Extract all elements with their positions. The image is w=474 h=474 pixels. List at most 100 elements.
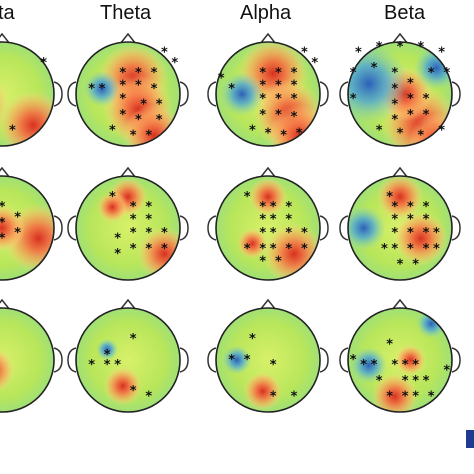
ear-outline [53, 81, 63, 107]
electrode-marker: * [417, 129, 424, 144]
head-map-r2-c1: ** * *** * [67, 298, 189, 413]
electrode-marker: * [249, 332, 256, 347]
electrode-marker: * [407, 108, 414, 123]
nose-outline [119, 166, 137, 179]
ear-outline [319, 347, 329, 373]
electrode-marker: * [285, 226, 292, 241]
electrode-marker: * [397, 127, 404, 142]
header-theta: Theta [100, 2, 152, 24]
warm-region [236, 228, 268, 260]
electrode-marker: * [130, 242, 137, 257]
nose-outline [391, 166, 409, 179]
electrode-marker: * [386, 389, 393, 404]
electrode-marker: * [423, 92, 430, 107]
electrode-marker: * [376, 374, 383, 389]
electrode-marker: * [275, 92, 282, 107]
electrode-marker: * [145, 389, 152, 404]
electrode-marker: * [391, 97, 398, 112]
cool-region [220, 72, 264, 116]
electrode-marker: * [130, 384, 137, 399]
electrode-marker: * [381, 242, 388, 257]
electrode-marker: * [249, 123, 256, 138]
electrode-marker: * [114, 247, 121, 262]
electrode-marker: * [14, 226, 21, 241]
electrode-marker: * [280, 129, 287, 144]
electrode-marker: * [130, 213, 137, 228]
electrode-marker: * [391, 82, 398, 97]
electrode-marker: * [0, 231, 6, 246]
head-outline [215, 175, 321, 281]
electrode-marker: * [145, 129, 152, 144]
electrode-marker: * [218, 71, 225, 86]
scalp-field [216, 308, 320, 412]
electrode-marker: * [135, 66, 142, 81]
head-outline [347, 175, 453, 281]
ear-outline [67, 347, 77, 373]
electrode-marker: * [130, 200, 137, 215]
ear-outline [207, 81, 217, 107]
nose-outline [0, 166, 11, 179]
electrode-marker: * [391, 213, 398, 228]
electrode-marker: * [104, 358, 111, 373]
head-map-r2-c3: ** * *** * ** * ** * * ** [339, 298, 461, 413]
electrode-marker: * [402, 358, 409, 373]
electrode-marker: * [371, 358, 378, 373]
cool-region [222, 345, 252, 375]
nose-outline [119, 32, 137, 45]
electrode-marker: * [244, 353, 251, 368]
warm-region [122, 104, 180, 146]
electrode-marker: * [171, 56, 178, 71]
electrode-marker: * [386, 190, 393, 205]
warm-region [96, 191, 128, 223]
electrode-marker: * [275, 254, 282, 269]
head-map-r1-c0: ********** [0, 166, 63, 281]
head-outline [0, 41, 55, 147]
electrode-marker: * [433, 242, 440, 257]
electrode-marker: * [407, 92, 414, 107]
electrode-marker: * [296, 127, 303, 142]
electrode-marker: * [161, 226, 168, 241]
electrode-marker: * [376, 123, 383, 138]
electrode-marker: * [275, 66, 282, 81]
electrode-marker: * [161, 45, 168, 60]
head-outline [75, 175, 181, 281]
electrode-marker: * [391, 200, 398, 215]
electrode-marker: * [391, 242, 398, 257]
ear-outline [67, 81, 77, 107]
electrode-marker: * [417, 40, 424, 55]
electrode-marker: * [428, 389, 435, 404]
electrode-marker: * [109, 123, 116, 138]
head-map-r0-c0: ********* [0, 32, 63, 147]
electrode-marker: * [311, 56, 318, 71]
warm-region [243, 371, 283, 411]
electrode-marker: * [130, 226, 137, 241]
nose-outline [259, 32, 277, 45]
ear-outline [339, 81, 349, 107]
electrode-marker: * [423, 108, 430, 123]
electrode-marker: * [291, 110, 298, 125]
electrode-marker: * [428, 66, 435, 81]
electrode-marker: * [391, 358, 398, 373]
electrode-marker: * [433, 226, 440, 241]
electrode-marker: * [244, 190, 251, 205]
nose-outline [259, 298, 277, 311]
electrode-marker: * [145, 242, 152, 257]
nose-outline [259, 166, 277, 179]
ear-outline [53, 347, 63, 373]
electrode-marker: * [156, 97, 163, 112]
nose-outline [391, 32, 409, 45]
electrode-marker: * [443, 363, 450, 378]
electrode-marker: * [151, 82, 158, 97]
electrode-marker: * [140, 97, 147, 112]
electrode-marker: * [423, 213, 430, 228]
head-map-r2-c0 [0, 298, 63, 413]
header-beta: Beta [384, 2, 426, 24]
electrode-marker: * [350, 66, 357, 81]
electrode-marker: * [285, 200, 292, 215]
electrode-marker: * [9, 123, 16, 138]
electrode-marker: * [228, 353, 235, 368]
ear-outline [451, 81, 461, 107]
warm-region [103, 366, 143, 406]
electrode-marker: * [291, 79, 298, 94]
electrode-marker: * [259, 108, 266, 123]
